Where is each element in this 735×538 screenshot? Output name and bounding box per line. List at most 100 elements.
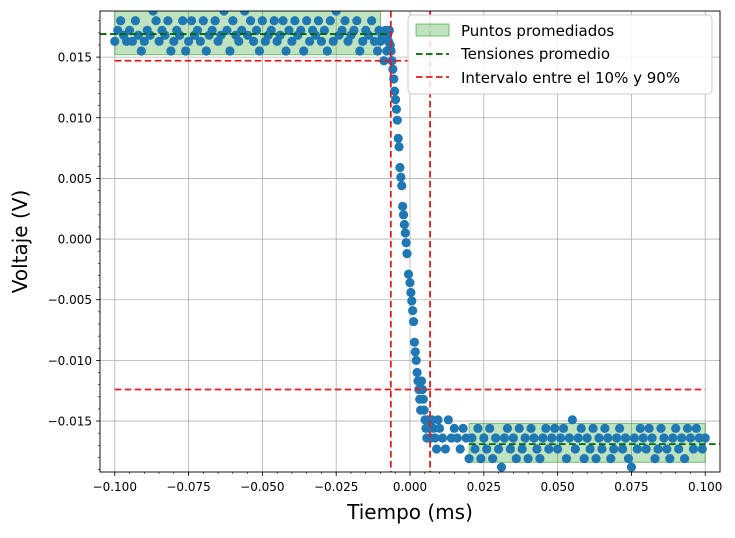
data-point [464, 454, 474, 464]
data-point [514, 423, 524, 433]
data-point [225, 46, 235, 56]
legend: Puntos promediados Tensiones promedio In… [407, 14, 713, 95]
data-point [553, 444, 563, 454]
data-point [671, 423, 681, 433]
y-tick-label: −0.010 [48, 354, 92, 368]
data-point [449, 423, 459, 433]
data-point [620, 433, 631, 443]
data-point [398, 210, 409, 220]
data-point [505, 444, 515, 454]
data-point [623, 454, 634, 464]
y-tick-label: −0.015 [48, 415, 92, 429]
data-point [502, 423, 513, 433]
data-point [133, 30, 143, 40]
data-point [409, 337, 420, 347]
data-point [396, 172, 406, 182]
data-point [228, 16, 238, 26]
data-point [570, 444, 580, 454]
data-point [491, 433, 501, 443]
data-point [145, 30, 155, 40]
data-point [395, 162, 405, 173]
data-point [644, 423, 654, 433]
data-point [416, 376, 427, 386]
data-point [201, 46, 211, 56]
data-point [302, 16, 312, 26]
data-point [219, 11, 229, 16]
legend-patch-averaged [415, 23, 450, 37]
x-axis-label: Tiempo (ms) [346, 500, 473, 524]
data-point [520, 433, 530, 443]
data-point [110, 36, 120, 46]
plot-area [100, 11, 720, 472]
data-point [529, 433, 539, 443]
data-point [544, 444, 554, 454]
data-point [440, 444, 451, 454]
data-point [400, 228, 410, 238]
data-point [488, 454, 498, 464]
data-point [674, 444, 684, 454]
data-point [151, 16, 161, 26]
data-point [367, 16, 377, 26]
data-point [248, 36, 259, 46]
data-point [124, 25, 135, 36]
x-tick-label: −0.025 [314, 480, 358, 494]
data-point [379, 56, 389, 66]
data-point [183, 36, 194, 46]
data-point [517, 444, 527, 454]
data-point [493, 444, 504, 454]
data-point [313, 16, 324, 26]
data-point [163, 16, 173, 26]
data-point [567, 415, 577, 425]
data-point [606, 454, 616, 464]
data-point [175, 30, 185, 40]
data-point [662, 444, 672, 454]
data-point [479, 433, 489, 443]
data-point [600, 423, 610, 433]
data-point [410, 347, 420, 357]
data-point [585, 444, 595, 454]
data-point [393, 133, 403, 143]
data-point [401, 238, 411, 248]
data-point [629, 433, 639, 443]
data-point [355, 46, 365, 56]
data-point [392, 115, 402, 125]
data-point [358, 36, 368, 46]
data-point [390, 86, 400, 96]
data-point [139, 36, 149, 46]
data-point [538, 433, 548, 443]
legend-box [407, 14, 713, 95]
data-point [523, 454, 533, 464]
x-tick-label: 0.000 [393, 480, 427, 494]
data-point [635, 423, 645, 433]
data-point [192, 25, 203, 36]
data-point [391, 104, 402, 114]
data-point [243, 30, 253, 40]
x-tick-label: 0.075 [614, 480, 648, 494]
data-point [407, 296, 417, 306]
data-point [485, 423, 495, 433]
data-point [430, 433, 440, 443]
data-point [564, 433, 575, 443]
legend-label-averaged: Puntos promediados [461, 22, 614, 40]
data-point [411, 355, 421, 365]
data-point [284, 25, 294, 36]
data-point [473, 423, 483, 433]
data-point [337, 25, 347, 36]
reference-lines [100, 11, 720, 472]
data-point [251, 25, 262, 36]
data-point [579, 454, 589, 464]
data-point [626, 462, 637, 472]
data-point [550, 423, 560, 433]
data-point [234, 36, 244, 46]
data-point [558, 423, 569, 433]
data-point [615, 423, 625, 433]
data-point [659, 433, 669, 443]
data-point [160, 30, 170, 40]
data-point [455, 444, 465, 454]
data-point [697, 444, 707, 454]
data-point [178, 16, 188, 26]
data-point [390, 94, 401, 105]
data-point [266, 25, 276, 36]
